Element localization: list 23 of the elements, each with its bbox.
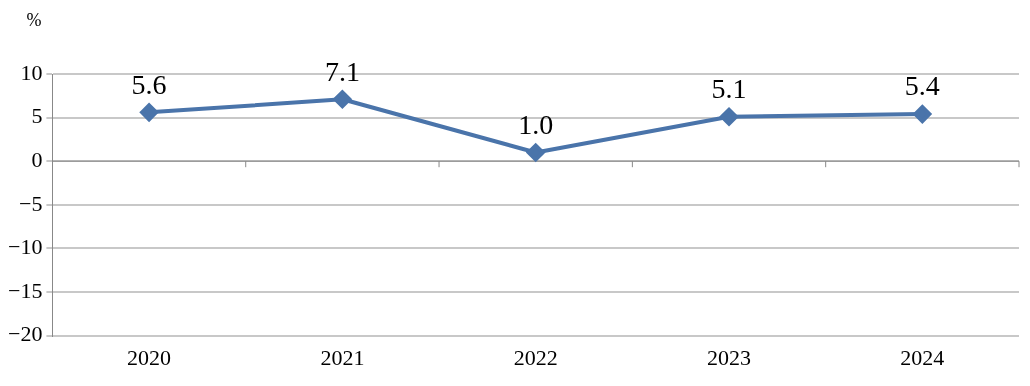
y-tick-label: −10 xyxy=(7,234,43,260)
data-label: 7.1 xyxy=(324,55,360,87)
y-axis-title: % xyxy=(26,9,42,30)
point xyxy=(526,143,545,162)
y-tick-label: 5 xyxy=(31,103,43,129)
x-tick-label: 2023 xyxy=(707,344,752,370)
x-tick-label: 2020 xyxy=(127,344,172,370)
data-label: 5.1 xyxy=(711,73,747,105)
data-label: 5.6 xyxy=(131,68,167,100)
point xyxy=(333,90,352,109)
y-tick-label: −15 xyxy=(7,277,43,303)
y-tick-label: 0 xyxy=(31,146,43,172)
y-tick-label: 10 xyxy=(20,59,43,85)
data-label: 1.0 xyxy=(518,108,554,140)
point xyxy=(913,105,932,124)
y-tick-label: −5 xyxy=(18,190,43,216)
point xyxy=(720,107,739,126)
y-tick-label: −20 xyxy=(7,321,43,347)
x-tick-label: 2021 xyxy=(320,344,365,370)
data-label: 5.4 xyxy=(904,70,940,102)
x-tick-label: 2024 xyxy=(900,344,945,370)
x-tick-label: 2022 xyxy=(513,344,558,370)
point xyxy=(140,103,159,122)
